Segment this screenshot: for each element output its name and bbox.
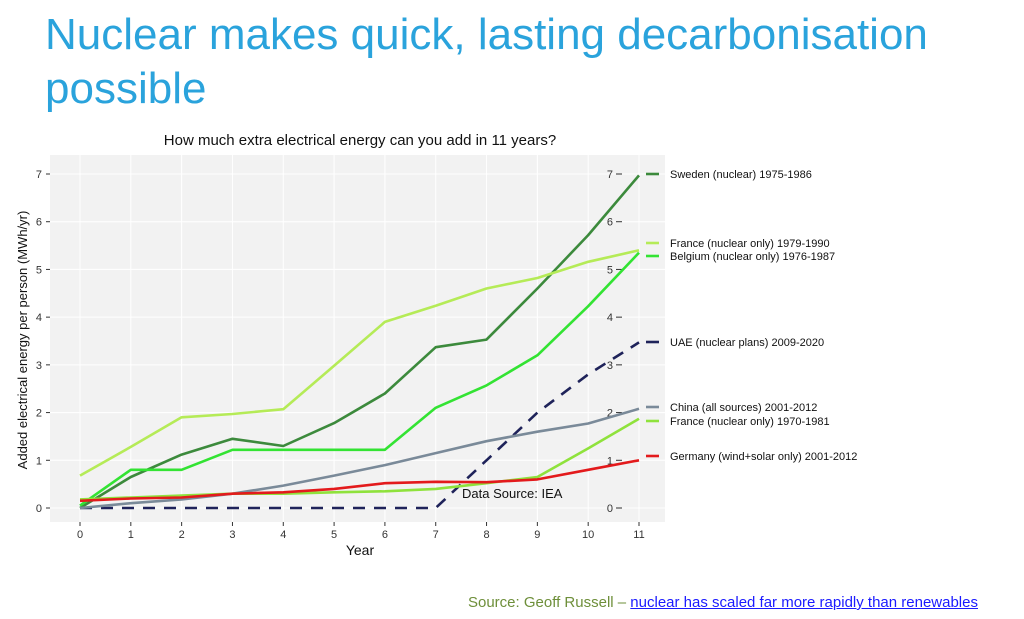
x-tick-label: 7 bbox=[433, 529, 439, 541]
y-tick-label-right: 4 bbox=[607, 312, 613, 324]
x-tick-label: 5 bbox=[331, 529, 337, 541]
source-link[interactable]: nuclear has scaled far more rapidly than… bbox=[630, 594, 978, 611]
y-tick-label: 2 bbox=[36, 408, 42, 420]
source-prefix: Source: Geoff Russell – bbox=[467, 594, 631, 611]
line-chart: How much extra electrical energy can you… bbox=[15, 132, 857, 558]
legend-label: China (all sources) 2001-2012 bbox=[670, 402, 817, 414]
series-line bbox=[79, 251, 640, 507]
x-tick-label: 11 bbox=[633, 529, 644, 541]
source-line: Source: Geoff Russell – nuclear has scal… bbox=[468, 594, 978, 611]
x-tick-label: 3 bbox=[229, 529, 235, 541]
series-line bbox=[79, 249, 640, 477]
legend-label: Sweden (nuclear) 1975-1986 bbox=[670, 169, 812, 181]
y-tick-label: 4 bbox=[36, 312, 42, 324]
y-tick-label-right: 5 bbox=[607, 264, 613, 276]
plot-panel bbox=[50, 155, 665, 522]
x-tick-label: 8 bbox=[483, 529, 489, 541]
series-line bbox=[80, 341, 640, 510]
y-axis-label: Added electrical energy per person (MWh/… bbox=[15, 211, 30, 470]
y-tick-label: 7 bbox=[36, 169, 42, 181]
y-tick-label-right: 3 bbox=[607, 360, 613, 372]
series-line bbox=[79, 174, 640, 510]
legend-label: France (nuclear only) 1979-1990 bbox=[670, 238, 830, 250]
y-tick-label-right: 6 bbox=[607, 217, 613, 229]
series-line bbox=[79, 407, 640, 510]
y-tick-label: 5 bbox=[36, 264, 42, 276]
legend-label: Germany (wind+solar only) 2001-2012 bbox=[670, 451, 857, 463]
slide-title: Nuclear makes quick, lasting decarbonisa… bbox=[45, 10, 928, 113]
chart-title: How much extra electrical energy can you… bbox=[164, 132, 556, 149]
y-tick-label: 0 bbox=[36, 503, 42, 515]
x-tick-label: 1 bbox=[128, 529, 134, 541]
y-tick-label: 6 bbox=[36, 217, 42, 229]
x-tick-label: 9 bbox=[534, 529, 540, 541]
y-tick-label: 1 bbox=[36, 455, 42, 467]
y-tick-label-right: 1 bbox=[607, 455, 613, 467]
x-tick-label: 0 bbox=[77, 529, 83, 541]
legend-label: France (nuclear only) 1970-1981 bbox=[670, 416, 830, 428]
series-line bbox=[79, 417, 640, 501]
y-tick-label: 3 bbox=[36, 360, 42, 372]
y-tick-label-right: 0 bbox=[607, 503, 613, 515]
x-axis-label: Year bbox=[346, 542, 375, 558]
y-tick-label-right: 2 bbox=[607, 408, 613, 420]
x-tick-label: 6 bbox=[382, 529, 388, 541]
x-tick-label: 2 bbox=[179, 529, 185, 541]
series-line bbox=[79, 459, 640, 503]
legend-label: UAE (nuclear plans) 2009-2020 bbox=[670, 337, 824, 349]
y-tick-label-right: 7 bbox=[607, 169, 613, 181]
data-source-annotation: Data Source: IEA bbox=[462, 486, 563, 501]
legend-label: Belgium (nuclear only) 1976-1987 bbox=[670, 251, 835, 263]
x-tick-label: 4 bbox=[280, 529, 286, 541]
x-tick-label: 10 bbox=[582, 529, 594, 541]
